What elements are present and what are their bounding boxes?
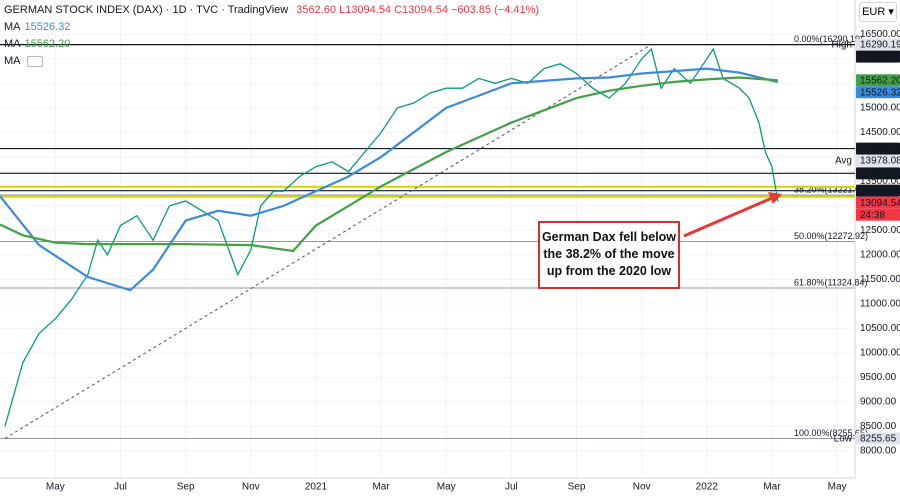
price-tag-label: 13310.95 [860, 186, 900, 197]
price-tag [856, 432, 900, 445]
currency: EUR [862, 6, 886, 18]
y-tick-label: 16500.00 [860, 29, 900, 40]
legend-name: MA [4, 38, 21, 50]
price-tag [856, 184, 900, 197]
x-tick-label: Mar [372, 482, 390, 493]
x-tick-label: Jul [114, 482, 127, 493]
legend: GERMAN STOCK INDEX (DAX) · 1D · TVC · Tr… [4, 2, 539, 70]
x-tick-label: Nov [633, 482, 651, 493]
price-tag-label: 15526.32 [860, 87, 900, 98]
x-tick-label: 2022 [696, 482, 719, 493]
x-tick-label: Sep [568, 482, 586, 493]
price-tag-label: 13664.71 [860, 168, 900, 179]
x-tick-label: May [437, 482, 456, 493]
y-tick-label: 9500.00 [860, 372, 897, 383]
annotation-arrowhead [768, 192, 782, 204]
y-tick-label: 14500.00 [860, 127, 900, 138]
y-tick-label: 15000.00 [860, 102, 900, 113]
price-tag [856, 142, 900, 155]
y-tick-label: 13500.00 [860, 176, 900, 187]
price-tag [856, 50, 900, 63]
price-tag-name: Low [834, 434, 853, 445]
y-tick-label: 12500.00 [860, 225, 900, 236]
countdown-tag [856, 208, 900, 221]
fib-label: 50.00%(12272.92) [794, 231, 868, 241]
fib-label: 0.00%(16290.19) [794, 34, 863, 44]
x-tick-label: Mar [763, 482, 781, 493]
legend-value: 15526.32 [24, 21, 71, 33]
price-tag-label: 16290.19 [860, 40, 900, 51]
x-tick-label: May [828, 482, 847, 493]
x-tick-label: Sep [177, 482, 195, 493]
y-tick-label: 10000.00 [860, 348, 900, 359]
symbol-row: GERMAN STOCK INDEX (DAX) · 1D · TVC · Tr… [4, 2, 539, 19]
x-tick-label: Nov [242, 482, 260, 493]
price-tag [856, 196, 900, 209]
legend-name: MA [4, 21, 21, 33]
price-tag [856, 167, 900, 180]
y-tick-label: 11500.00 [860, 274, 900, 285]
legend-row: MA 15562.20 [4, 36, 539, 53]
countdown: 24:38 [860, 210, 885, 221]
currency-button[interactable]: EUR ▾ [859, 2, 897, 22]
annotation: German Dax fell below the 38.2% of the m… [538, 221, 680, 289]
price-tag-label: 14169.49 [860, 144, 900, 155]
legend-value: 15562.20 [24, 38, 71, 50]
price-line [4, 47, 779, 427]
price-tag [856, 154, 900, 167]
icon [26, 55, 43, 67]
x-tick-label: 2021 [305, 482, 328, 493]
moving-average [0, 67, 779, 292]
ohlc: 3562.60 L13094.54 C13094.54 −603.85 (−4.… [296, 4, 540, 16]
price-tag-label: 13094.54 [860, 198, 900, 209]
price-tag-label: 15562.20 [860, 75, 900, 86]
price-tag-label: 16290.19 [860, 52, 900, 63]
y-tick-label: 8000.00 [860, 446, 897, 457]
x-tick-label: May [46, 482, 65, 493]
legend-row: MA 15526.32 [4, 19, 539, 36]
price-tag [856, 86, 900, 99]
y-tick-label: 12000.00 [860, 250, 900, 261]
y-tick-label: 10500.00 [860, 323, 900, 334]
y-tick-label: 8500.00 [860, 421, 897, 432]
y-tick-label: 11000.00 [860, 299, 900, 310]
price-tag [856, 38, 900, 51]
fib-label: 38.20%(13221.60) [794, 184, 868, 194]
legend-name: MA [4, 55, 21, 67]
price-tag-name: Avg [835, 156, 852, 167]
price-tag-label: 8255.65 [860, 434, 897, 445]
y-tick-label: 9000.00 [860, 397, 897, 408]
moving-average [0, 76, 778, 253]
price-tag-label: 13978.08 [860, 156, 900, 167]
fib-label: 61.80%(11324.84) [794, 277, 867, 287]
price-tag [856, 74, 900, 87]
price-tag-name: High [831, 40, 852, 51]
fib-label: 100.00%(8255.65) [794, 428, 868, 438]
annotation-arrow [683, 196, 773, 238]
legend-row: MA [4, 53, 539, 70]
chart-title: GERMAN STOCK INDEX (DAX) · 1D · TVC · Tr… [4, 4, 289, 16]
x-tick-label: Jul [505, 482, 518, 493]
